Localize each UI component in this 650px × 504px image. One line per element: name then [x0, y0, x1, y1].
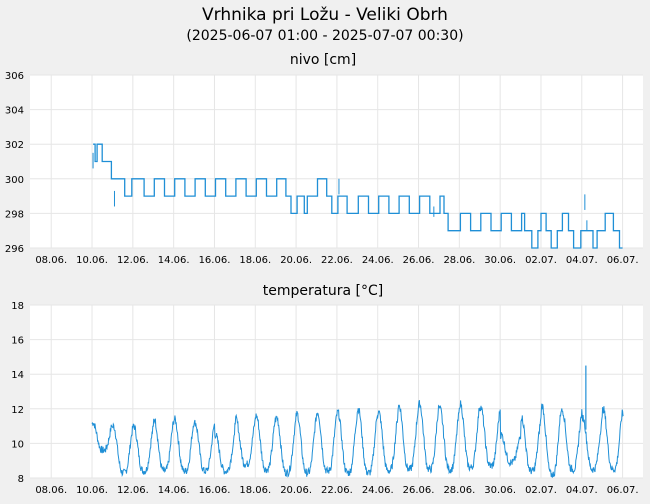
level-x-tick-label: 04.07.: [566, 255, 598, 266]
temperature-x-tick-label: 30.06.: [484, 485, 516, 496]
temperature-x-tick-label: 18.06.: [239, 485, 271, 496]
temperature-x-tick-label: 16.06.: [199, 485, 231, 496]
temperature-x-tick-label: 20.06.: [280, 485, 312, 496]
level-y-tick-label: 302: [5, 140, 24, 151]
temperature-x-tick-label: 10.06.: [76, 485, 108, 496]
level-x-tick-label: 18.06.: [239, 255, 271, 266]
level-y-tick-label: 296: [5, 244, 24, 255]
level-y-tick-label: 306: [5, 71, 24, 82]
temperature-x-tick-label: 26.06.: [403, 485, 435, 496]
temperature-y-tick-label: 12: [11, 405, 24, 416]
level-x-tick-label: 16.06.: [199, 255, 231, 266]
chart-title: Vrhnika pri Ložu - Veliki Obrh: [202, 5, 448, 25]
level-y-tick-label: 304: [5, 106, 24, 117]
level-x-tick-label: 26.06.: [403, 255, 435, 266]
temperature-panel: temperatura [°C] 8 10 12 14 16 18 08.06. 10.06.…: [11, 283, 643, 496]
level-y-tick-label: 298: [5, 209, 24, 220]
level-x-tick-label: 10.06.: [76, 255, 108, 266]
level-x-tick-label: 20.06.: [280, 255, 312, 266]
level-y-tick-label: 300: [5, 175, 24, 186]
temperature-x-tick-label: 04.07.: [566, 485, 598, 496]
level-series-line: [93, 143, 623, 249]
level-x-tick-label: 28.06.: [443, 255, 475, 266]
level-x-tick-label: 24.06.: [362, 255, 394, 266]
temperature-x-tick-label: 22.06.: [321, 485, 353, 496]
temperature-y-tick-label: 8: [18, 474, 24, 485]
level-panel-title: nivo [cm]: [290, 52, 356, 68]
temperature-x-tick-label: 28.06.: [443, 485, 475, 496]
temperature-series-line: [91, 399, 624, 478]
temperature-y-tick-label: 10: [11, 439, 24, 450]
temperature-x-tick-label: 02.07.: [525, 485, 557, 496]
level-x-tick-label: 08.06.: [35, 255, 67, 266]
level-x-tick-label: 14.06.: [158, 255, 190, 266]
level-panel: nivo [cm] 296 298 300 302 304 306 08.06. 10.06.…: [5, 52, 643, 266]
temperature-x-tick-label: 14.06.: [158, 485, 190, 496]
temperature-y-tick-label: 14: [11, 370, 24, 381]
level-x-tick-label: 06.07.: [607, 255, 639, 266]
chart-subtitle: (2025-06-07 01:00 - 2025-07-07 00:30): [186, 28, 463, 44]
temperature-x-tick-label: 12.06.: [117, 485, 149, 496]
temperature-panel-title: temperatura [°C]: [263, 283, 383, 299]
temperature-x-tick-label: 08.06.: [35, 485, 67, 496]
temperature-x-tick-label: 06.07.: [607, 485, 639, 496]
temperature-x-tick-label: 24.06.: [362, 485, 394, 496]
level-x-tick-label: 22.06.: [321, 255, 353, 266]
level-x-tick-label: 12.06.: [117, 255, 149, 266]
temperature-y-tick-label: 18: [11, 301, 24, 312]
temperature-y-tick-label: 16: [11, 336, 24, 347]
level-x-tick-label: 02.07.: [525, 255, 557, 266]
level-x-tick-label: 30.06.: [484, 255, 516, 266]
